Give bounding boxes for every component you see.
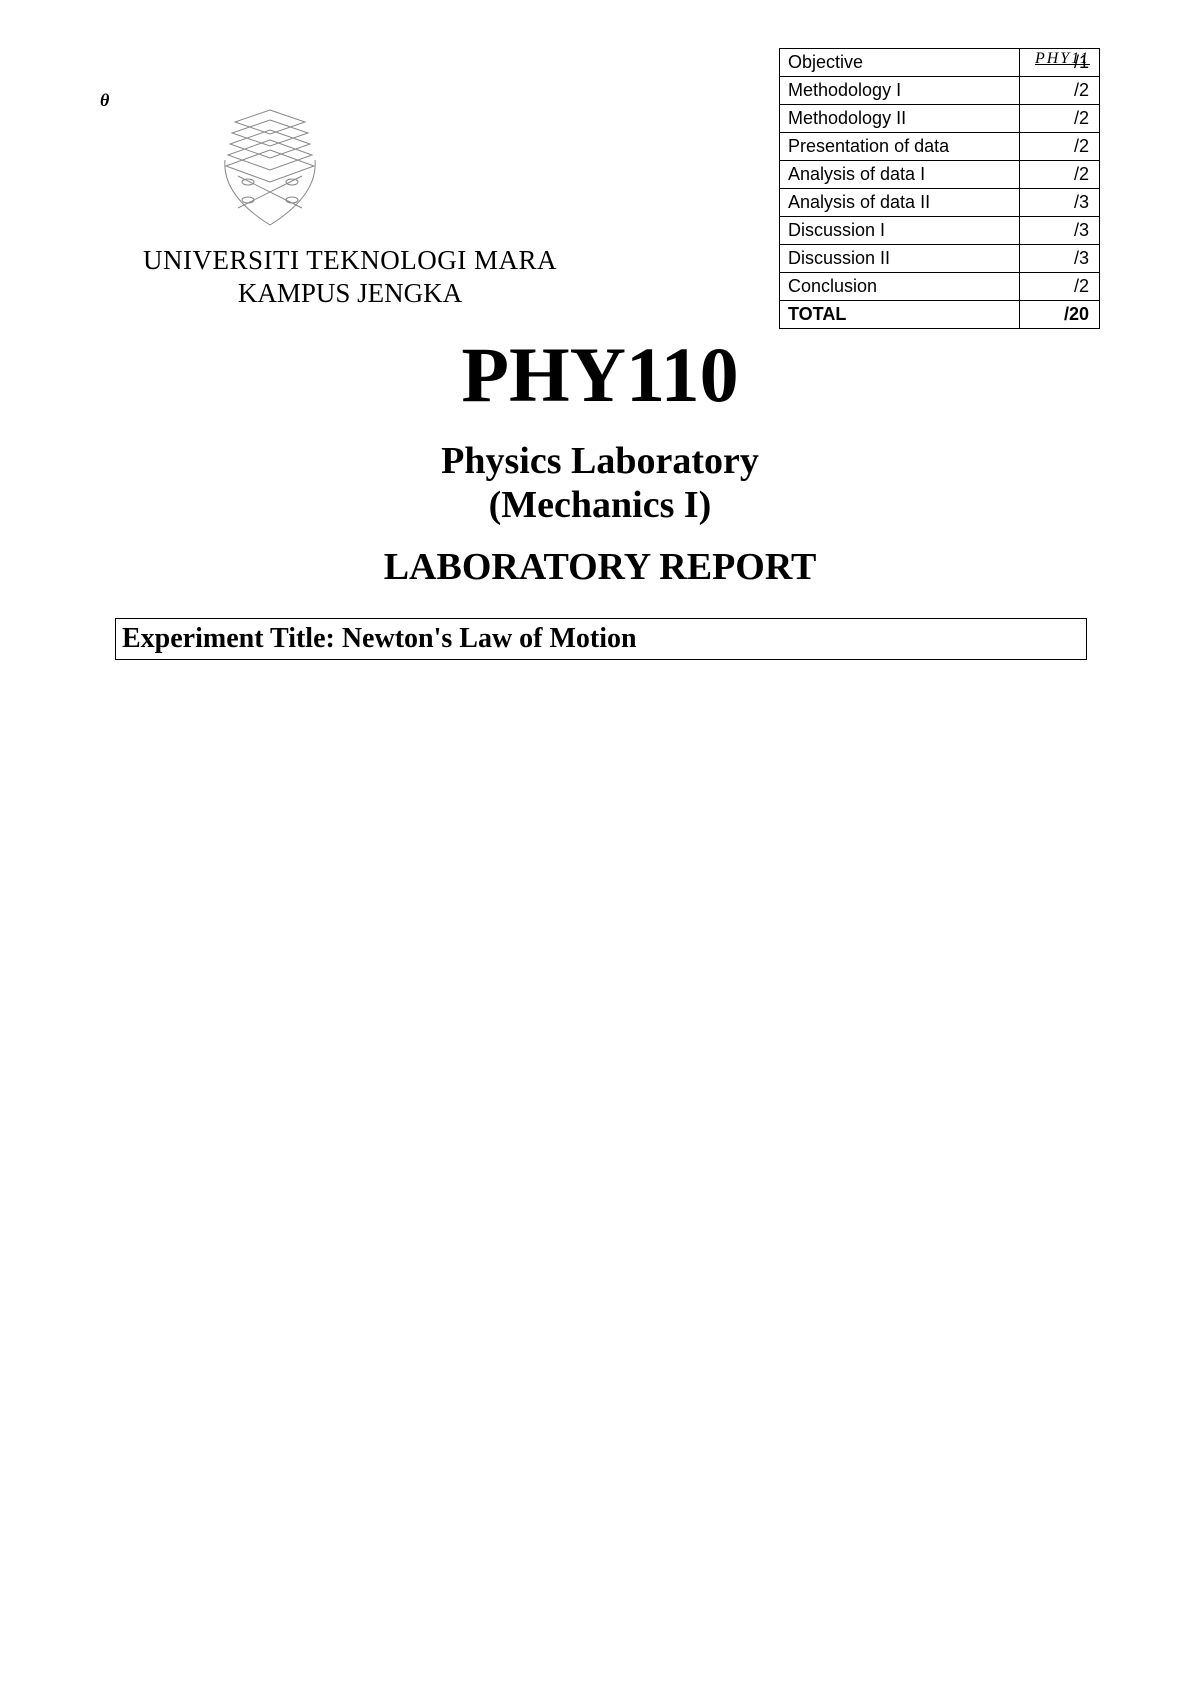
table-row: Discussion I /3 xyxy=(780,217,1100,245)
table-row: Methodology I /2 xyxy=(780,77,1100,105)
campus-name: KAMPUS JENGKA xyxy=(130,278,570,309)
rubric-table: Objective /1 Methodology I /2 Methodolog… xyxy=(779,48,1100,329)
experiment-title: Experiment Title: Newton's Law of Motion xyxy=(122,623,637,654)
theta-symbol: θ xyxy=(100,90,109,111)
rubric-total-label: TOTAL xyxy=(780,301,1020,329)
table-row: Analysis of data I /2 xyxy=(780,161,1100,189)
course-title-line1: Physics Laboratory xyxy=(0,440,1200,484)
rubric-criteria: Presentation of data xyxy=(780,133,1020,161)
table-row: Methodology II /2 xyxy=(780,105,1100,133)
report-label: LABORATORY REPORT xyxy=(0,545,1200,589)
rubric-criteria: Methodology I xyxy=(780,77,1020,105)
rubric-criteria: Discussion I xyxy=(780,217,1020,245)
rubric-criteria: Conclusion xyxy=(780,273,1020,301)
rubric-criteria: Analysis of data II xyxy=(780,189,1020,217)
course-code: PHY110 xyxy=(0,330,1200,420)
table-row: Discussion II /3 xyxy=(780,245,1100,273)
rubric-score: /3 xyxy=(1020,189,1100,217)
university-logo-wrap xyxy=(200,100,340,245)
experiment-title-box: Experiment Title: Newton's Law of Motion xyxy=(115,618,1087,660)
rubric-score: /3 xyxy=(1020,245,1100,273)
rubric-score: /1 xyxy=(1020,49,1100,77)
page: θ PHY11 UNIVERSITI TEKN xyxy=(0,0,1200,1698)
rubric-score: /3 xyxy=(1020,217,1100,245)
rubric-total-score: /20 xyxy=(1020,301,1100,329)
course-title-line2: (Mechanics I) xyxy=(0,484,1200,528)
rubric-score: /2 xyxy=(1020,105,1100,133)
table-row: Analysis of data II /3 xyxy=(780,189,1100,217)
rubric-score: /2 xyxy=(1020,273,1100,301)
table-row: Objective /1 xyxy=(780,49,1100,77)
table-row: Presentation of data /2 xyxy=(780,133,1100,161)
rubric-criteria: Discussion II xyxy=(780,245,1020,273)
university-header: UNIVERSITI TEKNOLOGI MARA KAMPUS JENGKA xyxy=(130,245,570,309)
course-title: Physics Laboratory (Mechanics I) xyxy=(0,440,1200,527)
rubric-criteria: Objective xyxy=(780,49,1020,77)
table-row-total: TOTAL /20 xyxy=(780,301,1100,329)
rubric-score: /2 xyxy=(1020,161,1100,189)
table-row: Conclusion /2 xyxy=(780,273,1100,301)
rubric-criteria: Analysis of data I xyxy=(780,161,1020,189)
rubric-score: /2 xyxy=(1020,77,1100,105)
rubric-criteria: Methodology II xyxy=(780,105,1020,133)
rubric-score: /2 xyxy=(1020,133,1100,161)
university-logo-icon xyxy=(200,100,340,240)
university-name: UNIVERSITI TEKNOLOGI MARA xyxy=(130,245,570,276)
